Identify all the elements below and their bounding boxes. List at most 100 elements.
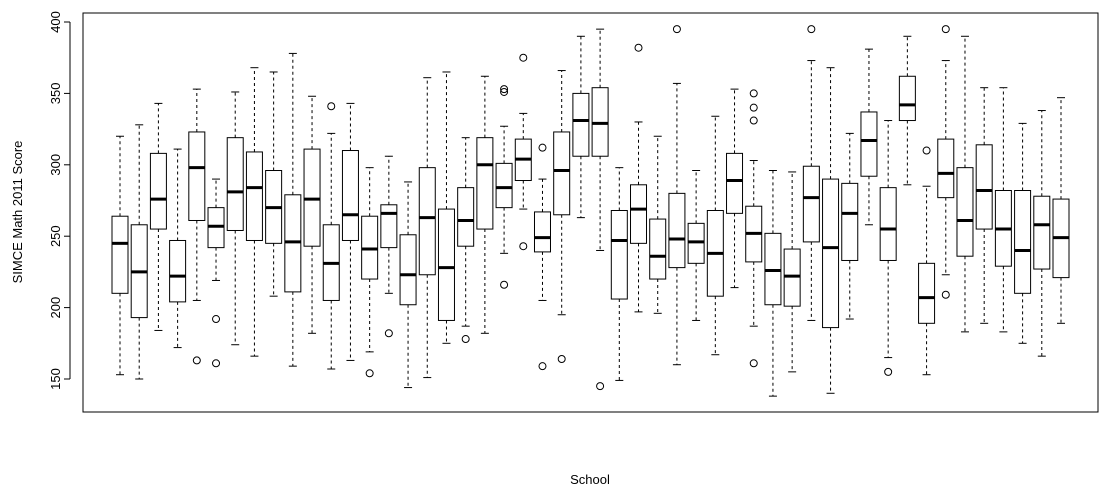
iqr-box [418,167,436,276]
iqr-box [841,182,859,261]
iqr-box [572,92,590,157]
box-17 [418,77,436,379]
box-41 [879,120,897,376]
box-36 [783,171,801,373]
iqr-box [533,211,551,253]
iqr-box [918,262,936,324]
box-28 [630,43,648,313]
iqr-box [111,215,129,294]
box-2 [130,124,148,380]
box-31 [687,170,705,321]
outlier-point [941,25,950,34]
iqr-box [495,162,513,209]
outlier-point [672,25,681,34]
iqr-box [457,187,475,247]
boxes-group [111,25,1070,397]
outlier-point [596,382,605,391]
box-27 [610,167,628,381]
iqr-box [898,75,916,122]
outlier-point [922,146,931,155]
outlier-point [461,335,470,344]
outlier-point [519,53,528,62]
box-3 [149,102,167,331]
outlier-point [500,280,509,289]
iqr-box [649,218,667,280]
outlier-point [519,242,528,251]
outlier-point [212,315,221,324]
iqr-box [975,144,993,230]
iqr-box [399,234,417,306]
y-tick-label: 200 [48,297,63,319]
outlier-point [807,25,816,34]
iqr-box [860,111,878,177]
box-48 [1014,122,1032,344]
box-37 [802,25,820,321]
outlier-point [749,116,758,125]
box-9 [265,71,283,297]
box-14 [361,167,379,378]
outlier-point [941,290,950,299]
iqr-box [610,209,628,300]
box-32 [706,115,724,356]
box-42 [898,35,916,186]
box-49 [1033,110,1051,357]
box-4 [169,148,187,349]
box-38 [822,67,840,394]
iqr-box [476,137,494,230]
outlier-point [538,362,547,371]
box-5 [188,88,206,365]
box-25 [572,35,590,219]
outlier-point [634,43,643,52]
y-tick-label: 150 [48,368,63,390]
outlier-point [384,329,393,338]
box-8 [245,67,263,357]
iqr-box [630,184,648,244]
outlier-point [749,89,758,98]
box-50 [1052,97,1070,324]
iqr-box [1014,190,1032,294]
outlier-point [212,359,221,368]
box-16 [399,181,417,389]
box-46 [975,87,993,324]
y-tick-label: 250 [48,225,63,247]
box-1 [111,135,129,376]
box-20 [476,75,494,334]
iqr-box [380,204,398,249]
iqr-box [956,167,974,257]
box-30 [668,25,686,366]
iqr-box [188,131,206,221]
iqr-box [937,138,955,199]
box-35 [764,170,782,397]
box-21 [495,85,513,289]
box-29 [649,135,667,314]
outlier-point [365,369,374,378]
box-11 [303,95,321,334]
outlier-point [557,355,566,364]
iqr-box [437,208,455,321]
box-33 [726,88,744,289]
iqr-box [668,192,686,269]
box-18 [437,71,455,344]
outlier-point [538,143,547,152]
box-40 [860,48,878,226]
box-26 [591,28,609,391]
iqr-box [169,239,187,303]
box-44 [937,25,955,299]
outlier-point [192,356,201,365]
y-tick-label: 400 [48,11,63,33]
box-13 [341,102,359,361]
iqr-box [879,187,897,261]
iqr-box [802,165,820,243]
box-23 [533,143,551,371]
box-45 [956,35,974,333]
box-43 [918,146,936,376]
box-7 [226,91,244,346]
y-axis: 150 200 250 300 350 400 [48,11,71,390]
box-6 [207,178,225,368]
plot-frame [82,12,1099,413]
outlier-point [327,102,336,111]
box-34 [745,89,763,368]
iqr-box [226,137,244,231]
box-10 [284,52,302,367]
outlier-point [884,367,893,376]
